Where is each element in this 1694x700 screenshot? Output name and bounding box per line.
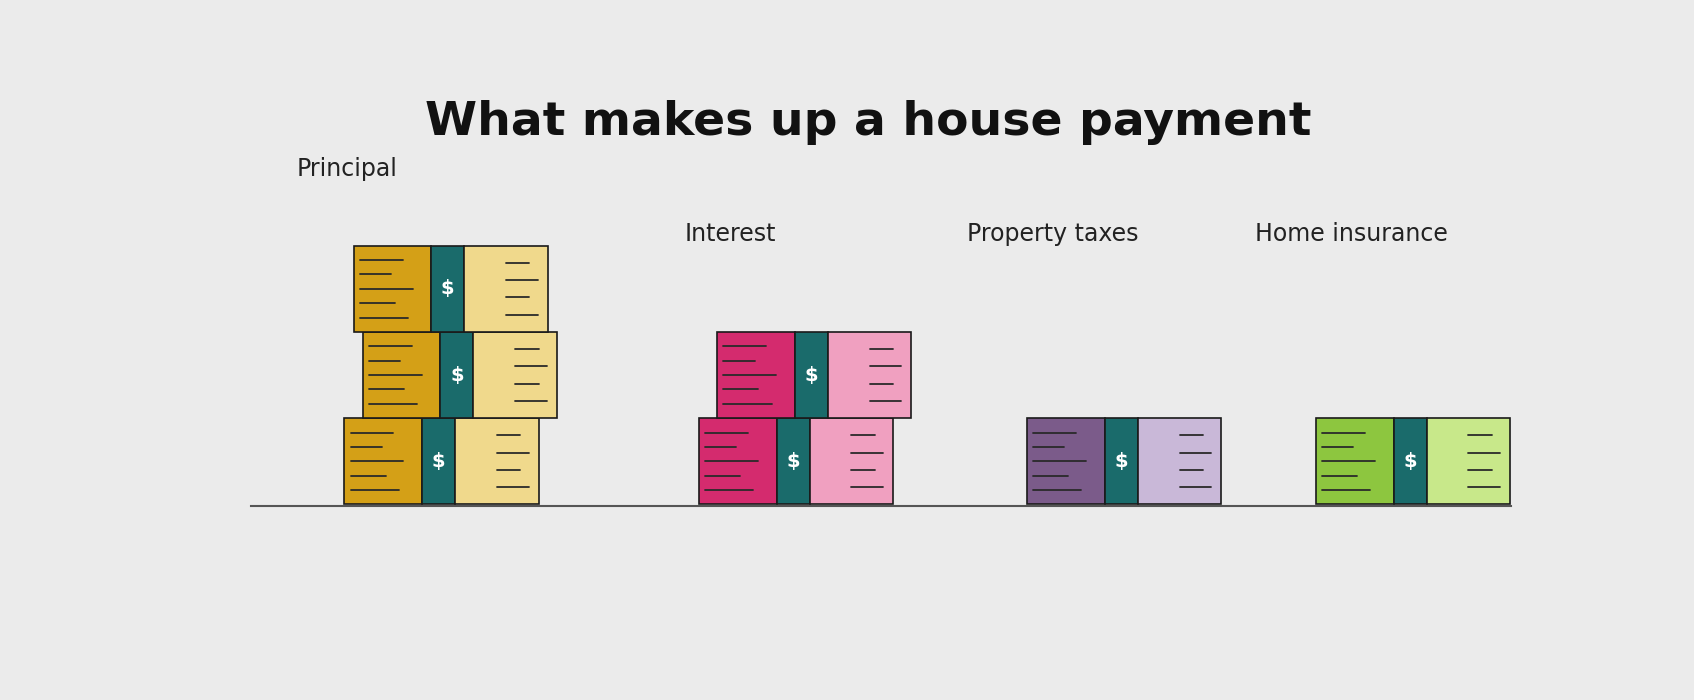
Bar [700,418,776,505]
Bar [474,332,557,418]
Text: $: $ [1403,452,1416,471]
Text: Property taxes: Property taxes [967,222,1138,246]
Bar [1426,418,1509,505]
Text: $: $ [432,452,446,471]
Bar [344,418,422,505]
Text: Principal: Principal [296,157,398,181]
Bar [456,418,539,505]
Bar [794,332,828,418]
Bar [440,332,474,418]
Text: $: $ [786,452,800,471]
Text: Home insurance: Home insurance [1255,222,1448,246]
Bar [422,418,456,505]
Bar [1394,418,1426,505]
Bar [776,418,810,505]
Text: What makes up a house payment: What makes up a house payment [425,100,1311,145]
Bar [363,332,440,418]
Bar [717,332,794,418]
Text: $: $ [805,365,818,384]
Text: $: $ [451,365,464,384]
Bar [432,246,464,332]
Bar [354,246,432,332]
Text: $: $ [1115,452,1128,471]
Bar [464,246,547,332]
Bar [1027,418,1104,505]
Bar [1104,418,1138,505]
Text: Interest: Interest [684,222,776,246]
Bar [1316,418,1394,505]
Bar [810,418,893,505]
Bar [828,332,911,418]
Text: $: $ [440,279,454,298]
Bar [1138,418,1221,505]
